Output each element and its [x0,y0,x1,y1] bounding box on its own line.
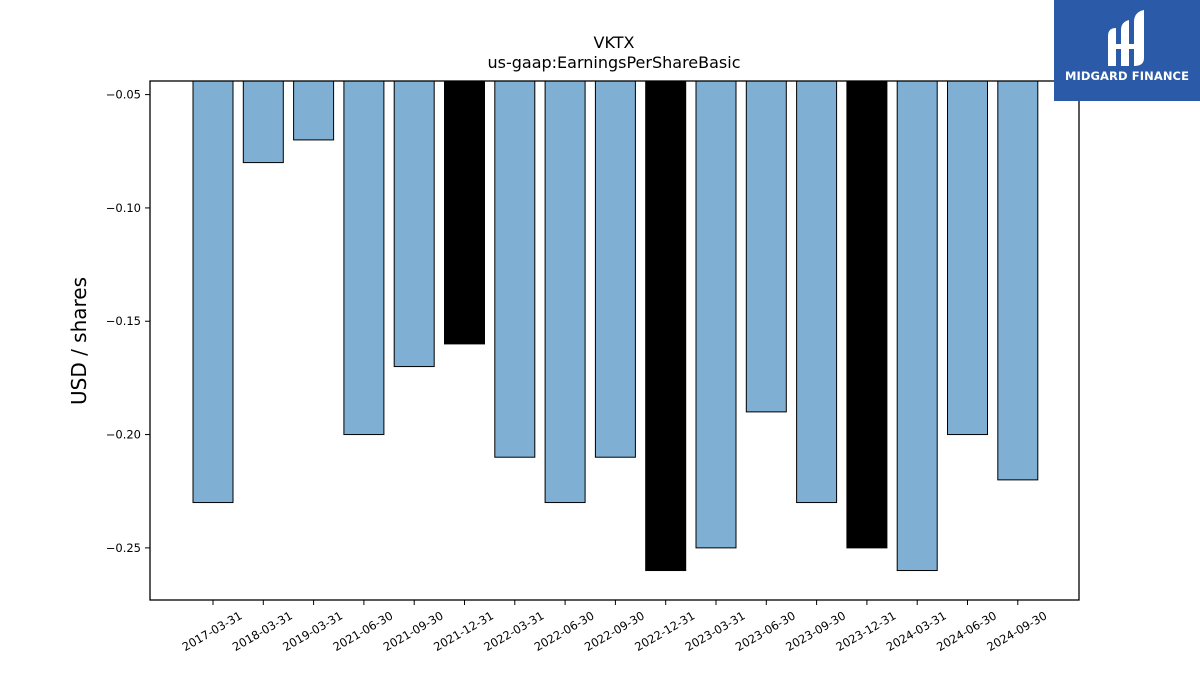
y-tick-label: −0.15 [106,314,141,328]
bar-2023-03-31 [695,80,737,549]
y-tick-label: −0.20 [106,428,141,442]
y-tick-label: −0.10 [106,201,141,215]
bar-2021-09-30 [393,80,435,368]
bar-2022-09-30 [594,80,636,458]
midgard-logo-mark-icon [1108,10,1144,66]
bar-2021-12-31 [444,80,485,345]
y-tick-label: −0.05 [106,88,141,102]
chart-subtitle: us-gaap:EarningsPerShareBasic [487,53,740,72]
bar-2022-12-31 [645,80,687,572]
chart-title: VKTX [594,33,635,52]
y-axis-ticks: −0.05 −0.10 −0.15 −0.20 −0.25 [106,88,150,555]
y-tick-label: −0.25 [106,541,141,555]
bar-2024-03-31 [896,80,938,572]
bar-2023-09-30 [796,80,838,504]
x-axis-ticks: 2017-03-312018-03-312019-03-312021-06-30… [180,600,1049,654]
watermark-text: MIDGARD FINANCE [1064,69,1190,83]
bar-2024-09-30 [997,80,1039,481]
bar-2024-06-30 [947,80,988,436]
plot-frame [149,80,1080,601]
bar-2023-12-31 [846,80,888,549]
bar-2018-03-31 [242,80,284,164]
midgard-finance-logo: MIDGARD FINANCE [1054,0,1200,101]
bar-2019-03-31 [293,80,335,141]
bar-2022-03-31 [494,80,536,458]
bar-2023-06-30 [745,80,787,413]
bar-2017-03-31 [192,80,234,504]
bar-2022-06-30 [544,80,586,504]
bars-group [192,80,1039,572]
bar-2021-06-30 [343,80,385,436]
y-axis-label: USD / shares [67,277,91,405]
